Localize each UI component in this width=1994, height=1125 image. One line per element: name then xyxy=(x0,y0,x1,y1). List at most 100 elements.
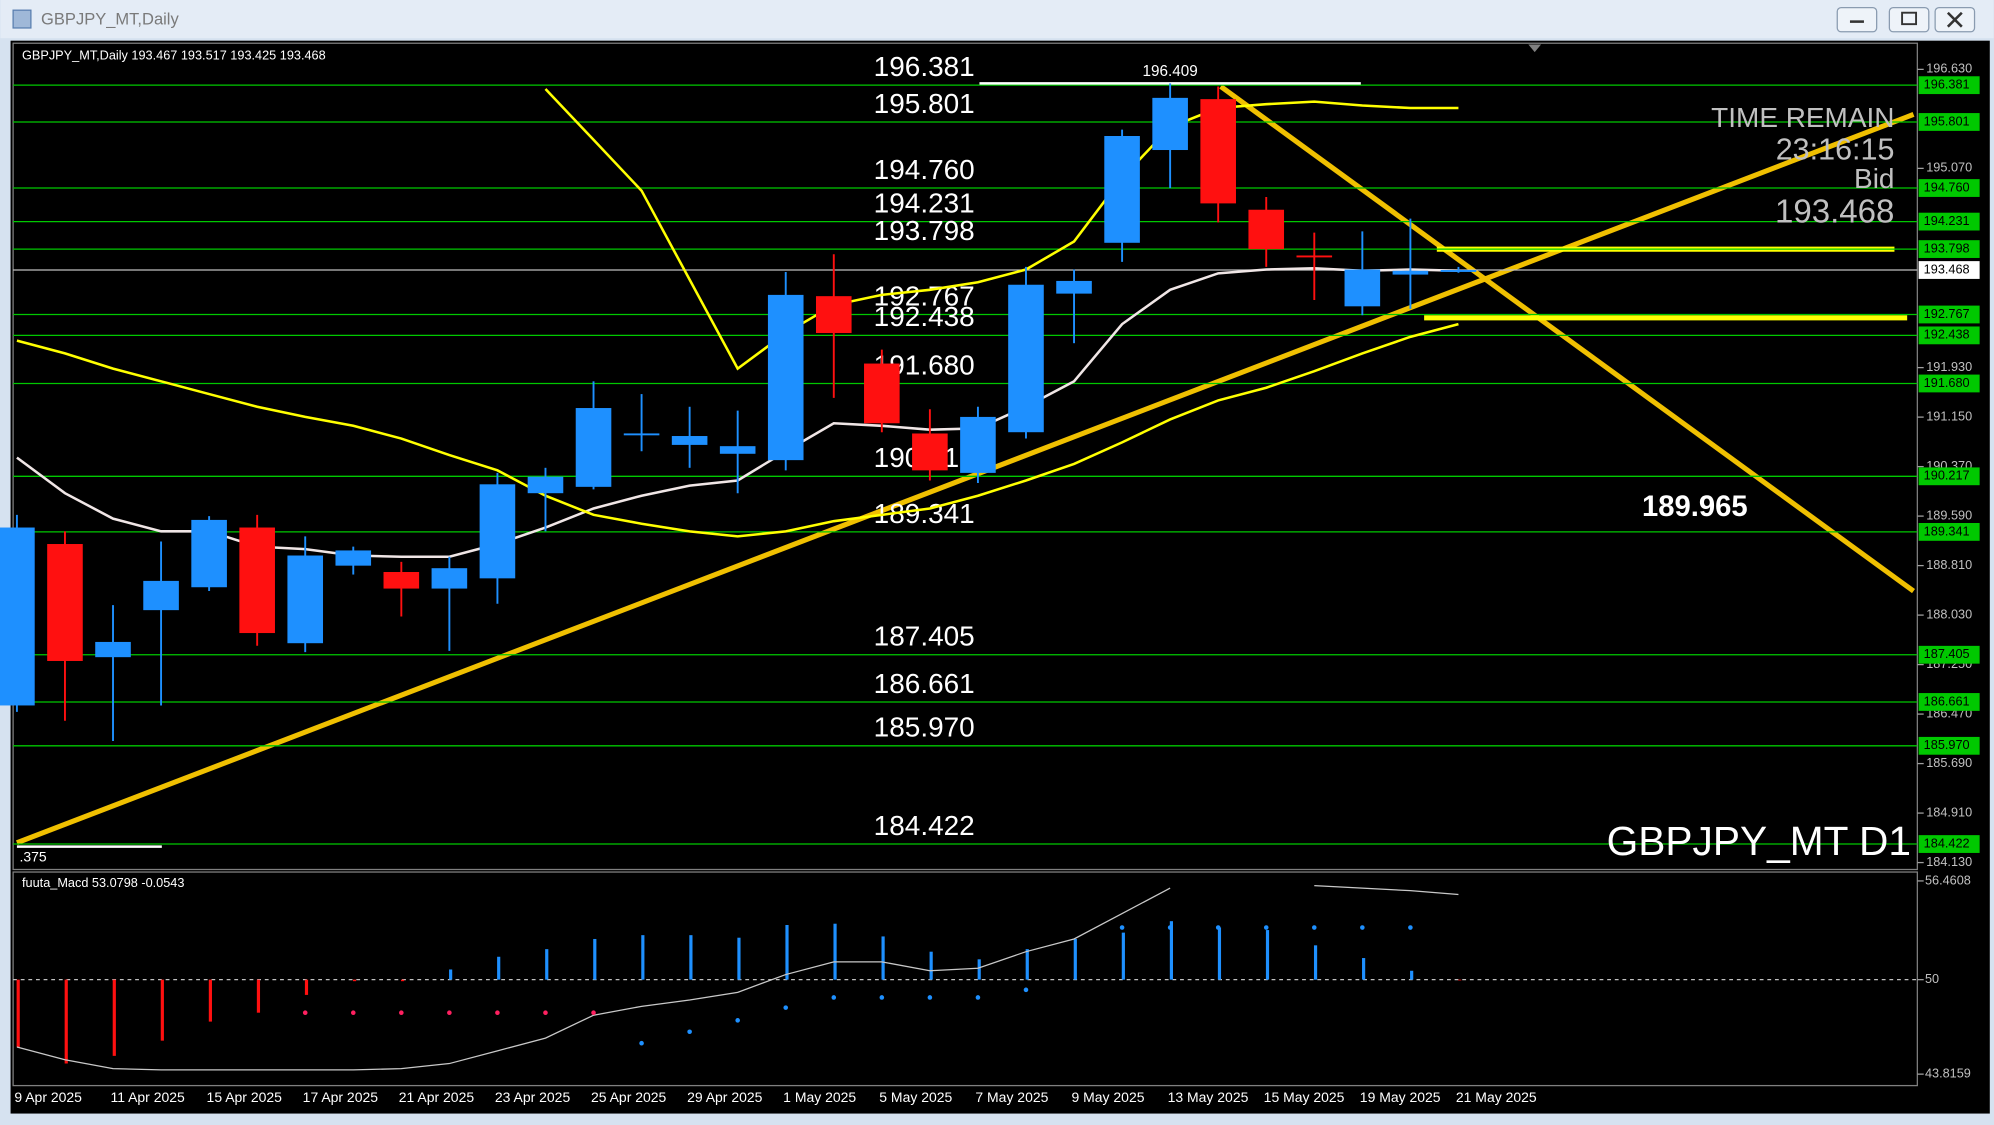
level-tag-label: 186.661 xyxy=(1924,693,1970,708)
signal-dot xyxy=(495,1010,500,1015)
level-label: 193.798 xyxy=(874,215,975,246)
y-tick-label: 196.630 xyxy=(1926,61,1972,76)
indicator-line xyxy=(16,322,1459,538)
signal-dot xyxy=(1167,925,1173,930)
level-tag xyxy=(1918,240,1980,258)
y-tick-label: 195.070 xyxy=(1926,160,1972,175)
candle-body xyxy=(864,363,900,424)
level-tag xyxy=(1918,467,1980,486)
level-tag xyxy=(1918,326,1980,345)
level-label: 194.760 xyxy=(874,154,975,185)
bid-price: 193.468 xyxy=(1775,193,1894,230)
shift-marker xyxy=(1528,44,1542,53)
level-label: 195.801 xyxy=(874,88,975,119)
level-tag-label: 190.217 xyxy=(1924,468,1970,483)
macd-pane-border xyxy=(12,871,1918,1087)
candle-body xyxy=(815,296,852,334)
signal-dot xyxy=(1023,987,1029,993)
signal-line xyxy=(1314,884,1459,896)
signal-dot xyxy=(543,1010,548,1015)
candle-body xyxy=(1296,255,1333,258)
candle-body xyxy=(527,476,564,494)
restore-button[interactable] xyxy=(1888,6,1930,33)
candle-body xyxy=(95,641,131,658)
x-tick-label: 7 May 2025 xyxy=(975,1089,1048,1105)
level-tag-label: 194.760 xyxy=(1924,179,1970,194)
level-tag-label: 191.680 xyxy=(1924,375,1970,390)
level-label: 184.422 xyxy=(874,810,975,841)
candle-body xyxy=(623,433,660,436)
y-tick-label: 184.130 xyxy=(1926,854,1972,869)
level-tag xyxy=(1918,374,1980,393)
indicator-line xyxy=(544,88,1459,371)
candle-body xyxy=(0,527,35,706)
y-tick-label: 188.030 xyxy=(1926,606,1972,621)
main-pane-border xyxy=(12,42,1918,871)
window-title: GBPJPY_MT,Daily xyxy=(41,10,179,29)
x-tick-label: 29 Apr 2025 xyxy=(687,1089,763,1105)
level-tag xyxy=(1918,305,1980,324)
bid-label: Bid xyxy=(1854,163,1894,194)
candle-body xyxy=(479,484,516,579)
x-tick-label: 19 May 2025 xyxy=(1360,1089,1441,1105)
high-marker-label: 196.409 xyxy=(1143,63,1198,80)
signal-dot xyxy=(1408,925,1413,930)
candle-body xyxy=(1152,97,1188,151)
candle-body xyxy=(575,408,612,487)
x-tick-label: 1 May 2025 xyxy=(783,1089,856,1105)
signal-dot xyxy=(783,1005,789,1010)
y-tick-label: 50 xyxy=(1925,971,1939,986)
time-remain-label: TIME REMAIN xyxy=(1711,102,1894,133)
candle-body xyxy=(1056,280,1092,294)
candle-body xyxy=(719,446,756,454)
level-label: 196.381 xyxy=(874,51,975,82)
signal-dot xyxy=(1215,925,1221,930)
level-tag xyxy=(1918,523,1980,541)
annotations: GBPJPY_MT,Daily 193.467 193.517 193.425 … xyxy=(19,47,1911,890)
signal-dot xyxy=(1360,925,1365,930)
signal-dot xyxy=(879,995,885,1000)
candle-body xyxy=(912,433,948,471)
signal-dot xyxy=(350,1010,356,1015)
signal-dot xyxy=(687,1029,692,1035)
signal-dot xyxy=(1119,925,1125,930)
x-tick-label: 15 May 2025 xyxy=(1264,1089,1345,1105)
candle-body xyxy=(431,568,468,589)
candle-body xyxy=(287,555,324,644)
x-tick-label: 21 May 2025 xyxy=(1456,1089,1537,1105)
candle-body xyxy=(383,572,420,589)
y-tick-label: 188.810 xyxy=(1926,557,1972,572)
candle-body xyxy=(1440,270,1477,272)
level-tag xyxy=(1918,113,1980,131)
level-tag-label: 193.798 xyxy=(1924,240,1970,255)
candle-body xyxy=(143,580,179,611)
level-label: 194.231 xyxy=(874,187,975,218)
candle-body xyxy=(1248,209,1285,250)
level-tag xyxy=(1918,76,1980,95)
minimize-button[interactable] xyxy=(1836,6,1878,33)
x-tick-label: 13 May 2025 xyxy=(1168,1089,1249,1105)
signal-dot xyxy=(927,995,933,1000)
candle-body xyxy=(47,544,83,661)
y-tick-label: 189.590 xyxy=(1926,507,1972,522)
trend-line xyxy=(16,112,1915,846)
level-tag-label: 192.767 xyxy=(1924,306,1970,321)
y-tick-label: 43.8159 xyxy=(1925,1066,1971,1081)
candle-body xyxy=(1344,269,1381,307)
level-tag-label: 187.405 xyxy=(1924,646,1970,661)
level-tag xyxy=(1918,645,1980,664)
signal-dot xyxy=(302,1010,308,1015)
level-tag-label: 184.422 xyxy=(1924,835,1970,850)
signal-dot xyxy=(399,1010,404,1015)
level-label: 185.970 xyxy=(874,712,975,743)
level-tag xyxy=(1918,212,1980,231)
corner-label: .375 xyxy=(19,849,46,865)
candle-body xyxy=(239,527,275,634)
level-tag-label: 195.801 xyxy=(1924,113,1970,128)
x-tick-label: 17 Apr 2025 xyxy=(303,1089,379,1105)
level-tag xyxy=(1918,693,1980,711)
signal-dot xyxy=(591,1010,596,1015)
level-tag-label: 185.970 xyxy=(1924,737,1970,752)
